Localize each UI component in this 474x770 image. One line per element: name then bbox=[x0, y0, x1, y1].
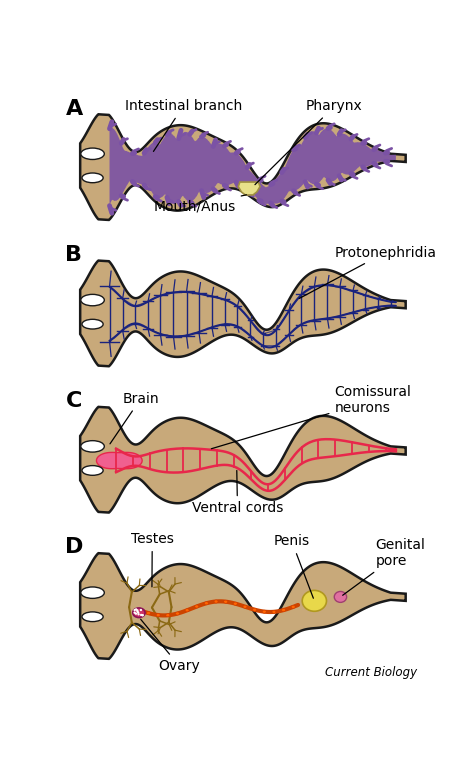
Text: Penis: Penis bbox=[273, 534, 313, 598]
Ellipse shape bbox=[82, 466, 103, 475]
Polygon shape bbox=[80, 407, 406, 513]
Ellipse shape bbox=[81, 294, 104, 306]
Ellipse shape bbox=[134, 609, 136, 611]
Text: Protonephridia: Protonephridia bbox=[299, 246, 437, 299]
Text: Mouth/Anus: Mouth/Anus bbox=[154, 195, 246, 213]
Polygon shape bbox=[80, 553, 406, 659]
Ellipse shape bbox=[82, 320, 103, 329]
Ellipse shape bbox=[137, 611, 139, 613]
Text: A: A bbox=[65, 99, 82, 119]
Ellipse shape bbox=[282, 608, 285, 611]
Text: Comissural
neurons: Comissural neurons bbox=[211, 385, 411, 449]
Ellipse shape bbox=[214, 600, 218, 603]
Text: Genital
pore: Genital pore bbox=[343, 537, 425, 595]
Polygon shape bbox=[97, 453, 142, 469]
Ellipse shape bbox=[195, 605, 199, 608]
Ellipse shape bbox=[204, 601, 209, 604]
Ellipse shape bbox=[135, 612, 137, 614]
Text: B: B bbox=[65, 245, 82, 265]
Ellipse shape bbox=[156, 614, 160, 617]
Ellipse shape bbox=[134, 611, 136, 614]
Ellipse shape bbox=[185, 609, 189, 612]
Polygon shape bbox=[109, 128, 396, 206]
Polygon shape bbox=[80, 260, 406, 367]
Ellipse shape bbox=[146, 611, 150, 614]
Ellipse shape bbox=[81, 440, 104, 452]
Ellipse shape bbox=[140, 609, 142, 611]
Ellipse shape bbox=[81, 587, 104, 598]
Ellipse shape bbox=[262, 610, 266, 613]
Ellipse shape bbox=[137, 613, 140, 615]
Text: Ovary: Ovary bbox=[141, 619, 200, 673]
Ellipse shape bbox=[243, 605, 247, 608]
Ellipse shape bbox=[82, 612, 103, 621]
Ellipse shape bbox=[140, 614, 142, 616]
Ellipse shape bbox=[82, 173, 103, 182]
Ellipse shape bbox=[136, 609, 138, 611]
Text: D: D bbox=[65, 537, 84, 557]
Ellipse shape bbox=[302, 591, 327, 611]
Ellipse shape bbox=[175, 612, 179, 615]
Text: Pharynx: Pharynx bbox=[255, 99, 363, 185]
Ellipse shape bbox=[253, 608, 256, 611]
Ellipse shape bbox=[137, 608, 141, 611]
Text: C: C bbox=[65, 391, 82, 411]
Text: Intestinal branch: Intestinal branch bbox=[125, 99, 242, 152]
Ellipse shape bbox=[272, 611, 276, 614]
Ellipse shape bbox=[142, 614, 144, 616]
Ellipse shape bbox=[224, 600, 228, 603]
Ellipse shape bbox=[137, 611, 139, 614]
Polygon shape bbox=[238, 182, 260, 195]
Text: Ventral cords: Ventral cords bbox=[192, 470, 283, 515]
Ellipse shape bbox=[141, 614, 144, 616]
Text: Brain: Brain bbox=[110, 392, 159, 444]
Polygon shape bbox=[80, 114, 406, 220]
Ellipse shape bbox=[166, 614, 170, 617]
Ellipse shape bbox=[334, 591, 346, 602]
Ellipse shape bbox=[81, 148, 104, 159]
Ellipse shape bbox=[133, 608, 145, 618]
Ellipse shape bbox=[233, 602, 237, 605]
Ellipse shape bbox=[292, 605, 295, 608]
Text: Current Biology: Current Biology bbox=[325, 666, 417, 679]
Text: Testes: Testes bbox=[131, 532, 173, 587]
Ellipse shape bbox=[135, 608, 137, 611]
